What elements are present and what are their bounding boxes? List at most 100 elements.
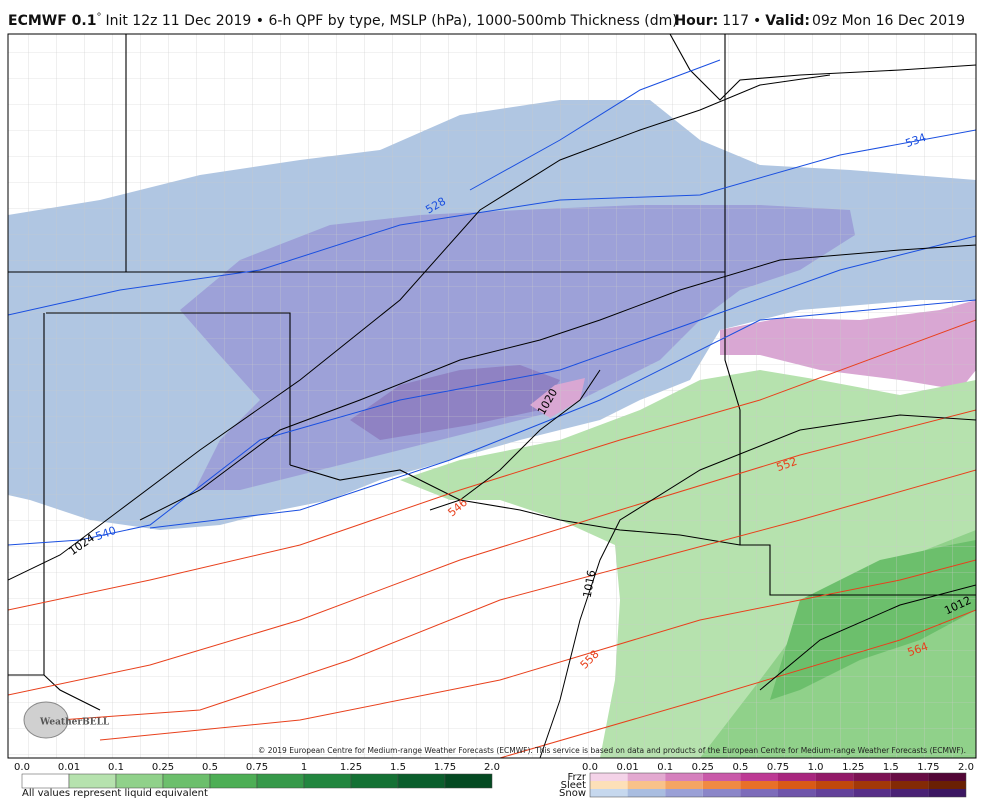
degree: ° xyxy=(96,12,101,23)
model: ECMWF 0.1 xyxy=(8,13,96,29)
type-swatch xyxy=(928,773,966,781)
type-swatch xyxy=(928,789,966,797)
type-swatch xyxy=(890,773,929,781)
type-swatch xyxy=(778,773,816,781)
map-line xyxy=(289,464,741,546)
map-line xyxy=(429,369,601,511)
rain-swatch xyxy=(444,773,493,789)
map-line xyxy=(139,244,976,521)
map-line xyxy=(724,34,976,596)
rain-swatch xyxy=(209,773,258,789)
isobars xyxy=(8,74,976,758)
rain-swatch xyxy=(397,773,446,789)
map-line xyxy=(469,59,721,191)
type-swatch xyxy=(702,789,741,797)
state-borders xyxy=(8,34,976,711)
type-swatch xyxy=(702,781,741,789)
map-line xyxy=(46,312,291,465)
type-swatch xyxy=(665,773,703,781)
legend-note: All values represent liquid equivalent xyxy=(22,788,208,799)
type-row-label: Snow xyxy=(559,788,586,799)
type-frame xyxy=(589,772,967,798)
map xyxy=(8,34,976,758)
type-swatch xyxy=(778,789,816,797)
type-swatch xyxy=(740,789,778,797)
map-line xyxy=(499,609,976,758)
type-legend-label: 0.0 xyxy=(582,762,598,773)
hour-value: 117 xyxy=(722,13,749,29)
type-swatch xyxy=(815,789,854,797)
rain-swatch xyxy=(350,773,399,789)
map-line xyxy=(99,559,976,741)
type-swatch xyxy=(815,781,854,789)
rain-swatch xyxy=(256,773,305,789)
map-line xyxy=(8,235,976,546)
rain-legend-label: 2.0 xyxy=(484,762,500,773)
map-line xyxy=(8,129,976,316)
type-legend-label: 0.5 xyxy=(732,762,748,773)
type-swatch xyxy=(627,781,666,789)
rain-swatch xyxy=(115,773,164,789)
header-title: ECMWF 0.1° Init 12z 11 Dec 2019 • 6-h QPF… xyxy=(8,12,678,29)
rain-legend-label: 0.25 xyxy=(152,762,174,773)
map-line xyxy=(59,469,976,721)
type-swatch xyxy=(665,781,703,789)
rain-legend-label: 0.1 xyxy=(108,762,124,773)
rain-legend-label: 0.0 xyxy=(14,762,30,773)
hour-label: Hour: xyxy=(674,13,718,29)
county-grid xyxy=(8,34,976,758)
type-swatch xyxy=(815,773,854,781)
type-legend-label: 0.01 xyxy=(616,762,638,773)
type-swatch xyxy=(853,773,891,781)
map-frame xyxy=(7,33,977,759)
rain-swatch xyxy=(303,773,352,789)
rain-legend-label: 1.25 xyxy=(340,762,362,773)
type-swatch xyxy=(627,773,666,781)
map-line xyxy=(8,409,976,696)
rain-legend-label: 1 xyxy=(301,762,307,773)
type-swatch xyxy=(890,781,929,789)
type-swatch xyxy=(890,789,929,797)
type-legend-label: 1.75 xyxy=(917,762,939,773)
valid-label: Valid: xyxy=(765,13,810,29)
header-valid: Hour: 117 • Valid: 09z Mon 16 Dec 2019 xyxy=(674,13,965,29)
type-swatch xyxy=(702,773,741,781)
type-legend-label: 0.75 xyxy=(767,762,789,773)
logo-text: WeatherBELL xyxy=(39,718,110,728)
type-swatch xyxy=(590,773,628,781)
type-swatch xyxy=(853,781,891,789)
type-legend-label: 2.0 xyxy=(958,762,974,773)
map-line xyxy=(539,414,976,758)
valid-value: 09z Mon 16 Dec 2019 xyxy=(812,13,965,29)
type-swatch xyxy=(778,781,816,789)
rain-swatch xyxy=(162,773,211,789)
copyright: © 2019 European Centre for Medium-range … xyxy=(258,746,966,755)
type-swatch xyxy=(853,789,891,797)
map-line xyxy=(669,34,976,101)
map-line xyxy=(149,299,976,529)
type-swatch xyxy=(928,781,966,789)
type-legend-label: 1.25 xyxy=(842,762,864,773)
logo: WeatherBELL xyxy=(23,701,110,739)
separator: • xyxy=(753,13,761,29)
type-legend-label: 1.5 xyxy=(883,762,899,773)
type-legend-label: 0.1 xyxy=(657,762,673,773)
map-line xyxy=(8,74,831,581)
type-swatch xyxy=(590,789,628,797)
type-swatch xyxy=(740,773,778,781)
type-swatch xyxy=(740,781,778,789)
type-row-label: Sleet xyxy=(561,780,586,791)
rain-swatch xyxy=(21,773,70,789)
type-swatch xyxy=(665,789,703,797)
rain-legend-label: 0.75 xyxy=(246,762,268,773)
rain-swatch xyxy=(68,773,117,789)
map-line xyxy=(759,584,976,691)
description: Init 12z 11 Dec 2019 • 6-h QPF by type, … xyxy=(105,13,677,29)
type-legend-label: 0.25 xyxy=(692,762,714,773)
type-swatch xyxy=(627,789,666,797)
logo-globe xyxy=(23,701,69,739)
rain-legend-label: 1.75 xyxy=(434,762,456,773)
rain-legend-label: 1.5 xyxy=(390,762,406,773)
type-row-label: Frzr xyxy=(568,772,587,783)
